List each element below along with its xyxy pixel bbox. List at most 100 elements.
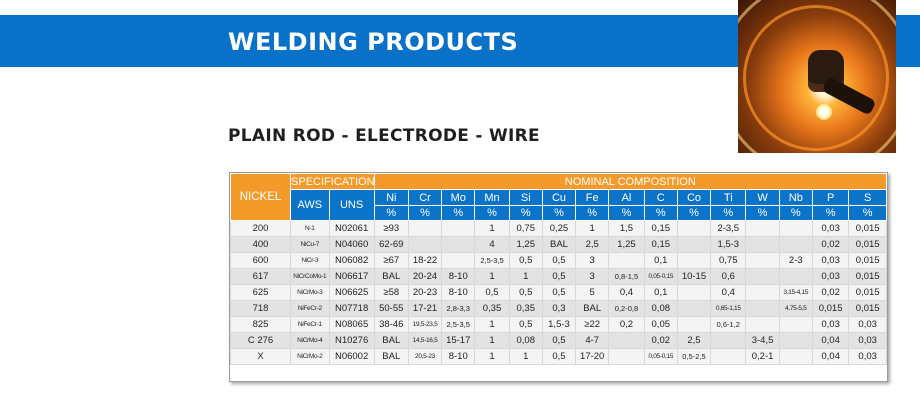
nickel-grade-cell: 617 bbox=[229, 268, 292, 285]
table-row: 825 NiFeCr-1 N08065 38-46 19,5-23,5 2,5-3,5 1 0… bbox=[229, 316, 887, 333]
composition-cell: 0,6 bbox=[710, 268, 747, 285]
aws-cell: NiFeCr-1 bbox=[290, 316, 330, 333]
composition-cell bbox=[676, 300, 712, 317]
unit-header: % bbox=[441, 205, 476, 221]
composition-cell bbox=[608, 332, 645, 349]
composition-cell bbox=[745, 316, 780, 333]
composition-cell: 0,1 bbox=[643, 284, 678, 301]
composition-cell: 0,03 bbox=[811, 268, 850, 285]
section-subtitle: PLAIN ROD - ELECTRODE - WIRE bbox=[228, 126, 540, 146]
composition-cell: 1,5 bbox=[608, 220, 645, 237]
composition-cell bbox=[745, 220, 780, 237]
composition-cell: 20-23 bbox=[407, 284, 443, 301]
composition-cell: 0,08 bbox=[643, 300, 678, 317]
uns-cell: N07718 bbox=[328, 300, 375, 317]
composition-cell bbox=[407, 220, 443, 237]
nickel-grade-cell: 718 bbox=[229, 300, 292, 317]
composition-cell: 0,015 bbox=[848, 268, 887, 285]
composition-cell: ≥22 bbox=[575, 316, 610, 333]
nickel-header: NICKEL bbox=[229, 173, 292, 221]
composition-cell: 50-55 bbox=[373, 300, 409, 317]
composition-cell bbox=[676, 284, 712, 301]
composition-cell: 20-24 bbox=[407, 268, 443, 285]
unit-header: % bbox=[676, 205, 712, 221]
composition-cell: 0,05-0,15 bbox=[643, 348, 678, 365]
composition-cell bbox=[407, 236, 443, 253]
composition-table-container: NICKEL SPECIFICATION NOMINAL COMPOSITION… bbox=[229, 172, 888, 382]
composition-cell: 19,5-23,5 bbox=[407, 316, 443, 333]
composition-cell bbox=[778, 236, 813, 253]
composition-cell bbox=[676, 236, 712, 253]
composition-cell: 0,3 bbox=[541, 300, 577, 317]
table-row: 400 NiCu-7 N04060 62-69 4 1,25 BAL 2,5 1,25 0,15 1… bbox=[229, 236, 887, 253]
element-header: Ni bbox=[373, 189, 409, 206]
composition-cell: 0,02 bbox=[811, 236, 850, 253]
composition-cell: 0,5 bbox=[541, 268, 577, 285]
specification-header: SPECIFICATION bbox=[290, 173, 375, 190]
composition-cell: BAL bbox=[541, 236, 577, 253]
composition-cell: 3,15-4,15 bbox=[778, 284, 813, 301]
uns-cell: N04060 bbox=[328, 236, 375, 253]
table-body: 200 N-1 N02061 ≥93 1 0,75 0,25 1 1,5 0,15 2-3,5 0,0… bbox=[229, 220, 887, 365]
composition-cell: 2-3 bbox=[778, 252, 813, 269]
composition-cell: 1,25 bbox=[508, 236, 543, 253]
composition-cell: 0,04 bbox=[811, 348, 850, 365]
element-header: Nb bbox=[778, 189, 813, 206]
composition-cell bbox=[778, 268, 813, 285]
composition-cell bbox=[778, 348, 813, 365]
composition-cell: 4 bbox=[474, 236, 510, 253]
composition-cell: 0,35 bbox=[474, 300, 510, 317]
nickel-grade-cell: C 276 bbox=[229, 332, 292, 349]
composition-cell: 0,03 bbox=[811, 252, 850, 269]
element-header: Co bbox=[676, 189, 712, 206]
composition-cell: 0,5 bbox=[541, 252, 577, 269]
element-header: Ti bbox=[710, 189, 747, 206]
composition-cell: 2,5 bbox=[575, 236, 610, 253]
unit-header: % bbox=[474, 205, 510, 221]
aws-cell: NiCrMo-4 bbox=[290, 332, 330, 349]
composition-cell: 0,5 bbox=[508, 316, 543, 333]
composition-cell: 0,5 bbox=[508, 284, 543, 301]
composition-cell: 4-7 bbox=[575, 332, 610, 349]
element-header: C bbox=[643, 189, 678, 206]
composition-cell bbox=[778, 332, 813, 349]
composition-cell: 0,1 bbox=[643, 252, 678, 269]
aws-cell: NiCrMo-2 bbox=[290, 348, 330, 365]
composition-cell: 0,03 bbox=[811, 316, 850, 333]
table-row: C 276 NiCrMo-4 N10276 BAL 14,5-16,5 15-17 1 0,0… bbox=[229, 332, 887, 349]
uns-cell: N06625 bbox=[328, 284, 375, 301]
composition-cell: 0,75 bbox=[508, 220, 543, 237]
composition-cell: 1 bbox=[508, 268, 543, 285]
composition-cell: 20,5-23 bbox=[407, 348, 443, 365]
table-row: 718 NiFeCr-2 N07718 50-55 17-21 2,8-3,3 0,35 0,… bbox=[229, 300, 887, 317]
unit-header: % bbox=[643, 205, 678, 221]
composition-cell: 0,5 bbox=[541, 348, 577, 365]
composition-cell bbox=[676, 316, 712, 333]
aws-cell: N-1 bbox=[290, 220, 330, 237]
composition-cell bbox=[441, 252, 476, 269]
nickel-grade-cell: 825 bbox=[229, 316, 292, 333]
composition-cell bbox=[441, 220, 476, 237]
composition-cell bbox=[745, 236, 780, 253]
composition-cell: 0,015 bbox=[848, 284, 887, 301]
nickel-grade-cell: X bbox=[229, 348, 292, 365]
composition-cell: ≥58 bbox=[373, 284, 409, 301]
nickel-grade-cell: 400 bbox=[229, 236, 292, 253]
page-title: WELDING PRODUCTS bbox=[228, 28, 519, 56]
aws-cell: NiCrMo-3 bbox=[290, 284, 330, 301]
composition-cell: 0,05-0,15 bbox=[643, 268, 678, 285]
uns-cell: N06082 bbox=[328, 252, 375, 269]
composition-cell bbox=[710, 332, 747, 349]
composition-cell: 0,02 bbox=[811, 284, 850, 301]
composition-cell: 2,8-3,3 bbox=[441, 300, 476, 317]
element-header: Cu bbox=[541, 189, 577, 206]
composition-cell: 3-4,5 bbox=[745, 332, 780, 349]
composition-cell: 1,25 bbox=[608, 236, 645, 253]
composition-table: NICKEL SPECIFICATION NOMINAL COMPOSITION… bbox=[229, 173, 888, 365]
uns-cell: N02061 bbox=[328, 220, 375, 237]
aws-cell: NiFeCr-2 bbox=[290, 300, 330, 317]
uns-header: UNS bbox=[328, 189, 375, 221]
composition-cell: 0,2 bbox=[608, 316, 645, 333]
composition-cell: 0,2-0,8 bbox=[608, 300, 645, 317]
composition-cell: 8-10 bbox=[441, 268, 476, 285]
